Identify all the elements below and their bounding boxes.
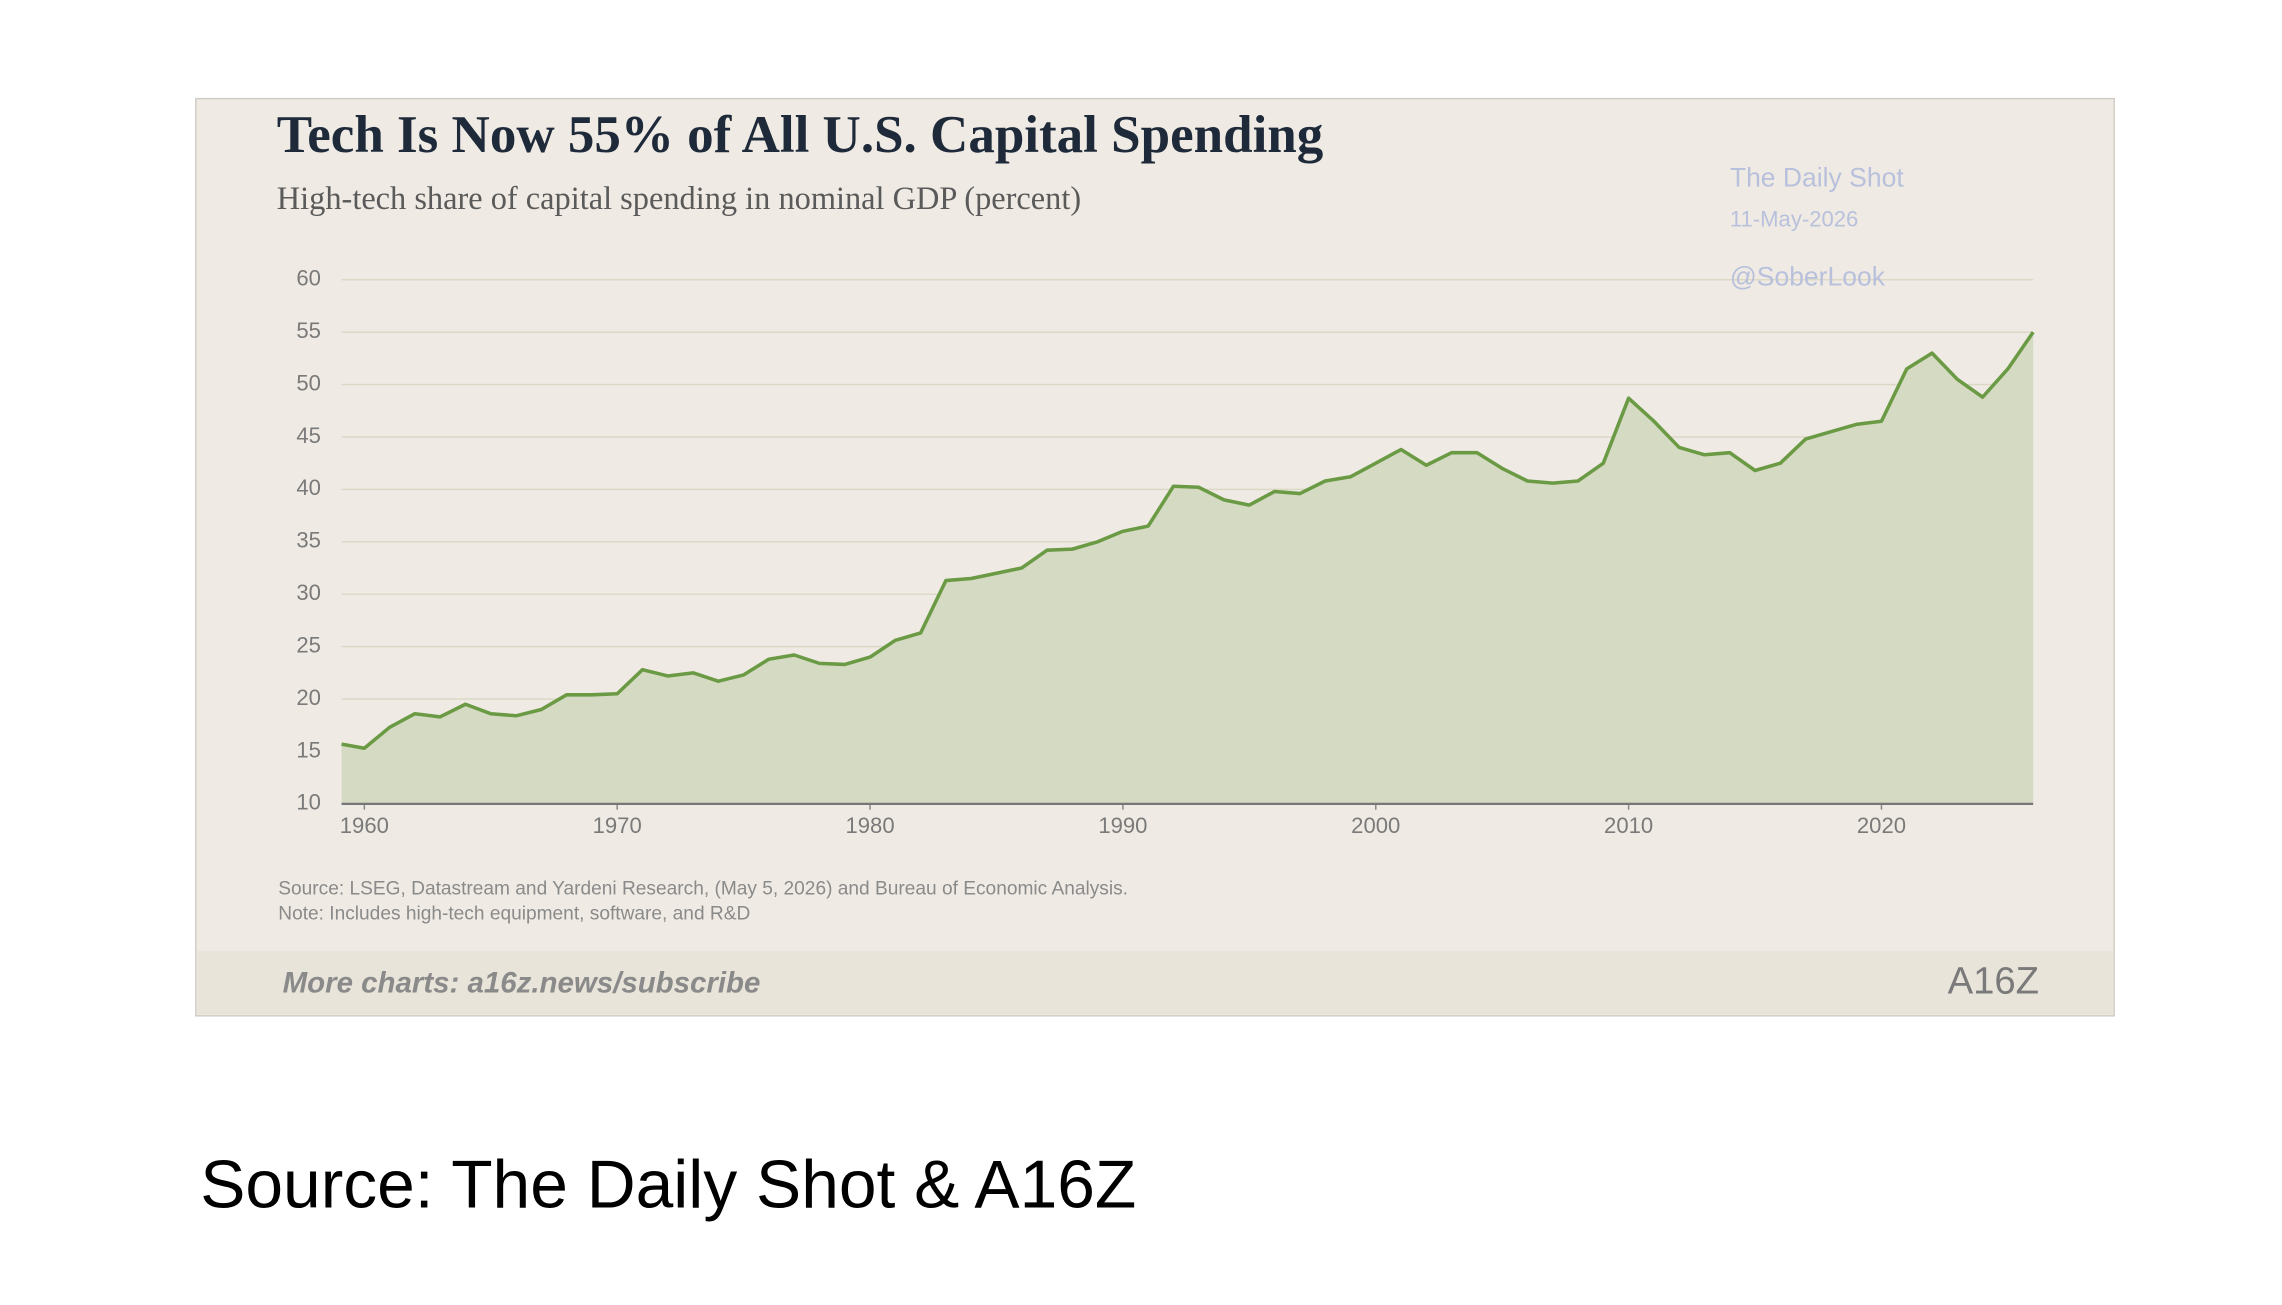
plot: 10 15 20 25 30 35 40 45 50 55 60 1960 1970 1980 1990 20…	[296, 266, 2035, 838]
y-tick-label: 35	[296, 528, 321, 553]
y-tick-label: 20	[296, 685, 321, 710]
x-tick-label: 1970	[593, 813, 642, 838]
caption: Source: The Daily Shot & A16Z	[200, 1147, 1136, 1222]
y-tick-label: 45	[296, 423, 321, 448]
footer-link: More charts: a16z.news/subscribe	[283, 967, 761, 1000]
y-tick-label: 60	[296, 266, 321, 291]
x-tick-label: 2020	[1857, 813, 1906, 838]
x-tick-label: 1980	[845, 813, 894, 838]
note: Note: Includes high-tech equipment, soft…	[278, 903, 750, 924]
logo: A16Z	[1948, 960, 2039, 1003]
footer-strip	[197, 951, 2113, 1015]
watermark: @SoberLook	[1730, 261, 1886, 291]
x-tick-label: 2000	[1351, 813, 1400, 838]
y-tick-label: 55	[296, 318, 321, 343]
y-tick-label: 50	[296, 370, 321, 395]
x-tick-label: 2010	[1604, 813, 1653, 838]
y-tick-label: 15	[296, 737, 321, 762]
chart-title: Tech Is Now 55% of All U.S. Capital Spen…	[277, 106, 1324, 164]
line	[341, 331, 2035, 751]
watermark: 11-May-2026	[1730, 207, 1858, 232]
y-tick-label: 30	[296, 580, 321, 605]
source-note: Source: LSEG, Datastream and Yardeni Res…	[278, 878, 1128, 899]
chart-subtitle: High-tech share of capital spending in n…	[277, 181, 1081, 217]
x-tick-label: 1960	[340, 813, 389, 838]
x-tick-label: 1990	[1098, 813, 1147, 838]
y-tick-label: 40	[296, 475, 321, 500]
y-tick-label: 10	[296, 790, 321, 815]
watermark: The Daily Shot	[1730, 163, 1904, 193]
y-tick-label: 25	[296, 632, 321, 657]
